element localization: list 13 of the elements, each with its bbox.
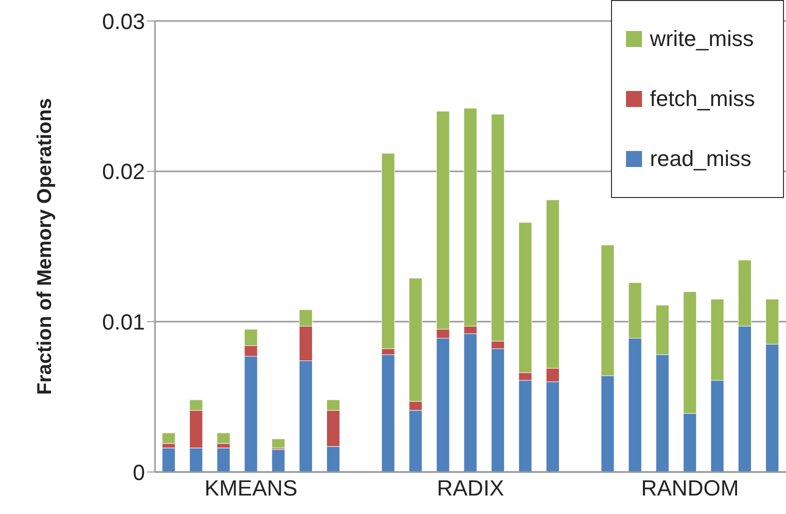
bar (216, 448, 230, 472)
y-tick-label: 0.01 (102, 309, 145, 334)
legend-label: fetch_miss (650, 86, 755, 112)
bar (162, 448, 176, 472)
legend-label: write_miss (650, 26, 754, 52)
y-tick-label: 0.03 (102, 8, 145, 34)
y-axis-title: Fraction of Memory Operations (34, 98, 56, 395)
legend-label: read_miss (650, 146, 752, 172)
x-tick-label: RADIX (436, 476, 504, 501)
x-tick-label: KMEANS (204, 476, 298, 501)
y-tick-label: 0.02 (102, 159, 145, 184)
y-tick-label: 0 (132, 460, 145, 485)
x-tick-label: RANDOM (641, 476, 739, 501)
